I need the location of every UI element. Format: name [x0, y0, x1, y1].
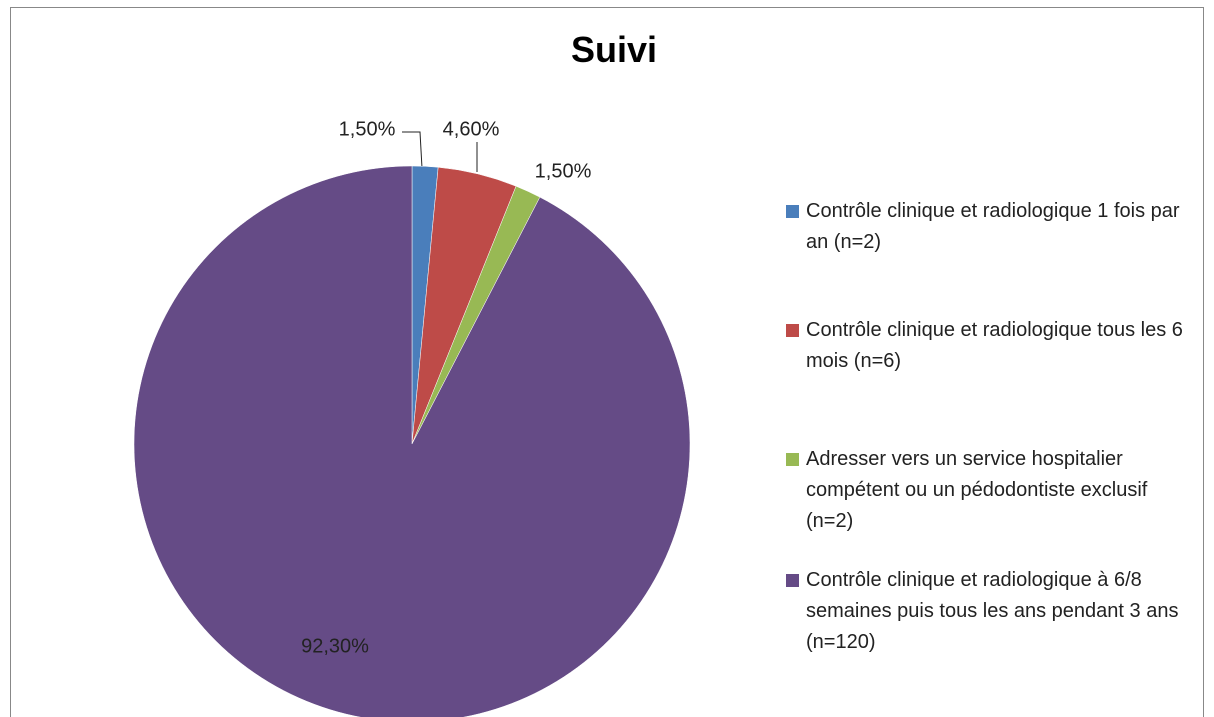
pie-slice — [133, 165, 691, 717]
legend-swatch — [786, 205, 799, 218]
legend-swatch — [786, 453, 799, 466]
chart-frame — [10, 7, 1204, 717]
legend-swatch — [786, 574, 799, 587]
leader-line — [402, 131, 423, 169]
legend-item: Contrôle clinique et radiologique à 6/8 … — [786, 565, 1186, 658]
legend-item: Contrôle clinique et radiologique 1 fois… — [786, 196, 1186, 258]
data-label: 4,60% — [443, 118, 500, 140]
data-label: 92,30% — [301, 635, 369, 657]
legend-item: Adresser vers un service hospitalier com… — [786, 444, 1186, 537]
data-label: 1,50% — [339, 118, 396, 140]
legend-label: Contrôle clinique et radiologique 1 fois… — [806, 200, 1180, 253]
chart-title: Suivi — [571, 29, 657, 70]
legend-label: Adresser vers un service hospitalier com… — [806, 448, 1148, 532]
legend-swatch — [786, 324, 799, 337]
legend-item: Contrôle clinique et radiologique tous l… — [786, 315, 1186, 377]
data-label: 1,50% — [535, 160, 592, 182]
legend-label: Contrôle clinique et radiologique à 6/8 … — [806, 569, 1179, 653]
legend-label: Contrôle clinique et radiologique tous l… — [806, 319, 1183, 372]
